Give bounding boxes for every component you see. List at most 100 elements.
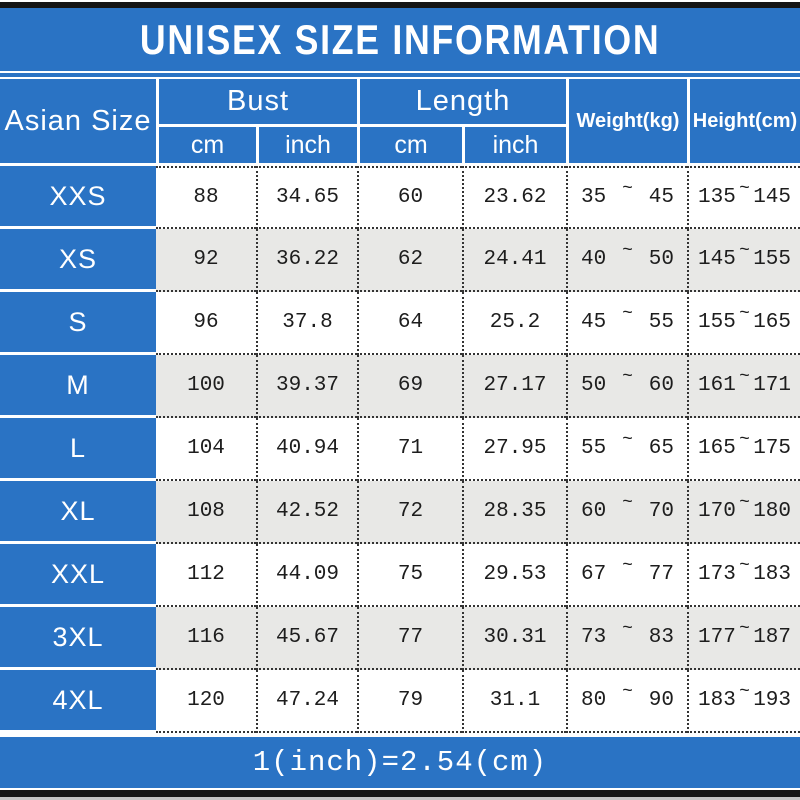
weight-max: 60 (648, 374, 674, 397)
weight-range: 80 ~90 (566, 670, 687, 733)
header-weight: Weight(kg) (566, 79, 687, 163)
length-cm-value: 75 (357, 544, 462, 607)
bottom-white-strip (0, 788, 800, 790)
length-inch-value: 27.17 (462, 355, 566, 418)
table-row-3xl: 3XL 116 45.67 77 30.31 73 ~83 177 ~187 (0, 607, 800, 670)
height-min: 173 (698, 563, 736, 586)
header-length-label: Length (360, 79, 566, 124)
header-group-bust: Bust cm inch (156, 79, 357, 163)
height-range: 165 ~175 (687, 418, 800, 481)
weight-min: 60 (581, 500, 607, 523)
size-label: XL (0, 481, 156, 544)
tilde-glyph: ~ (622, 303, 633, 324)
height-range: 173 ~183 (687, 544, 800, 607)
header-length-cm: cm (360, 127, 462, 163)
weight-max: 65 (648, 437, 674, 460)
length-inch-value: 23.62 (462, 166, 566, 229)
height-max: 165 (753, 311, 791, 334)
height-max: 187 (753, 626, 791, 649)
conversion-note-bar: 1(inch)=2.54(cm) (0, 737, 800, 788)
title-bar: UNISEX SIZE INFORMATION (0, 8, 800, 71)
tilde-glyph: ~ (739, 555, 750, 576)
height-max: 193 (753, 689, 791, 712)
height-max: 145 (753, 186, 791, 209)
height-min: 161 (698, 374, 736, 397)
table-row-l: L 104 40.94 71 27.95 55 ~65 165 ~175 (0, 418, 800, 481)
length-inch-value: 25.2 (462, 292, 566, 355)
weight-min: 55 (581, 437, 607, 460)
weight-min: 35 (581, 186, 607, 209)
bust-cm-value: 88 (156, 166, 256, 229)
weight-range: 60 ~70 (566, 481, 687, 544)
length-inch-value: 29.53 (462, 544, 566, 607)
title-divider (0, 71, 800, 79)
length-cm-value: 64 (357, 292, 462, 355)
weight-max: 50 (648, 248, 674, 271)
height-range: 145 ~155 (687, 229, 800, 292)
size-label: L (0, 418, 156, 481)
height-min: 155 (698, 311, 736, 334)
header-asian-size: Asian Size (0, 79, 156, 163)
tilde-glyph: ~ (739, 240, 750, 261)
weight-range: 73 ~83 (566, 607, 687, 670)
header-bust-label: Bust (159, 79, 357, 124)
bust-inch-value: 47.24 (256, 670, 357, 733)
height-min: 177 (698, 626, 736, 649)
bust-inch-value: 44.09 (256, 544, 357, 607)
height-range: 177 ~187 (687, 607, 800, 670)
length-inch-value: 28.35 (462, 481, 566, 544)
tilde-glyph: ~ (622, 618, 633, 639)
bust-cm-value: 92 (156, 229, 256, 292)
weight-min: 73 (581, 626, 607, 649)
footer-gap (0, 733, 800, 737)
height-min: 183 (698, 689, 736, 712)
bust-inch-value: 34.65 (256, 166, 357, 229)
bust-inch-value: 42.52 (256, 481, 357, 544)
height-max: 175 (753, 437, 791, 460)
weight-max: 77 (648, 563, 674, 586)
weight-max: 90 (648, 689, 674, 712)
length-inch-value: 24.41 (462, 229, 566, 292)
table-row-m: M 100 39.37 69 27.17 50 ~60 161 ~171 (0, 355, 800, 418)
weight-max: 45 (648, 186, 674, 209)
table-row-xl: XL 108 42.52 72 28.35 60 ~70 170 ~180 (0, 481, 800, 544)
tilde-glyph: ~ (739, 178, 750, 199)
size-label: S (0, 292, 156, 355)
weight-max: 83 (648, 626, 674, 649)
height-min: 145 (698, 248, 736, 271)
size-label: XS (0, 229, 156, 292)
tilde-glyph: ~ (622, 555, 633, 576)
tilde-glyph: ~ (739, 681, 750, 702)
size-label: XXL (0, 544, 156, 607)
height-min: 170 (698, 500, 736, 523)
weight-min: 67 (581, 563, 607, 586)
height-range: 170 ~180 (687, 481, 800, 544)
table-row-xxs: XXS 88 34.65 60 23.62 35 ~45 135 ~145 (0, 166, 800, 229)
weight-min: 40 (581, 248, 607, 271)
bottom-border-bar (0, 790, 800, 797)
page-title: UNISEX SIZE INFORMATION (139, 15, 661, 63)
top-border-bar (0, 2, 800, 8)
length-cm-value: 71 (357, 418, 462, 481)
bust-cm-value: 116 (156, 607, 256, 670)
weight-range: 45 ~55 (566, 292, 687, 355)
height-max: 171 (753, 374, 791, 397)
length-cm-value: 60 (357, 166, 462, 229)
top-white-strip (0, 0, 800, 2)
header-height: Height(cm) (687, 79, 800, 163)
bust-cm-value: 104 (156, 418, 256, 481)
table-body: XXS 88 34.65 60 23.62 35 ~45 135 ~145 XS 9… (0, 166, 800, 733)
tilde-glyph: ~ (739, 429, 750, 450)
weight-range: 67 ~77 (566, 544, 687, 607)
tilde-glyph: ~ (739, 492, 750, 513)
bust-cm-value: 120 (156, 670, 256, 733)
height-min: 135 (698, 186, 736, 209)
header-bust-subrow: cm inch (159, 127, 357, 163)
bust-cm-value: 100 (156, 355, 256, 418)
weight-range: 40 ~50 (566, 229, 687, 292)
length-cm-value: 62 (357, 229, 462, 292)
header-length-inch: inch (462, 127, 566, 163)
length-inch-value: 30.31 (462, 607, 566, 670)
size-label: 3XL (0, 607, 156, 670)
tilde-glyph: ~ (622, 681, 633, 702)
